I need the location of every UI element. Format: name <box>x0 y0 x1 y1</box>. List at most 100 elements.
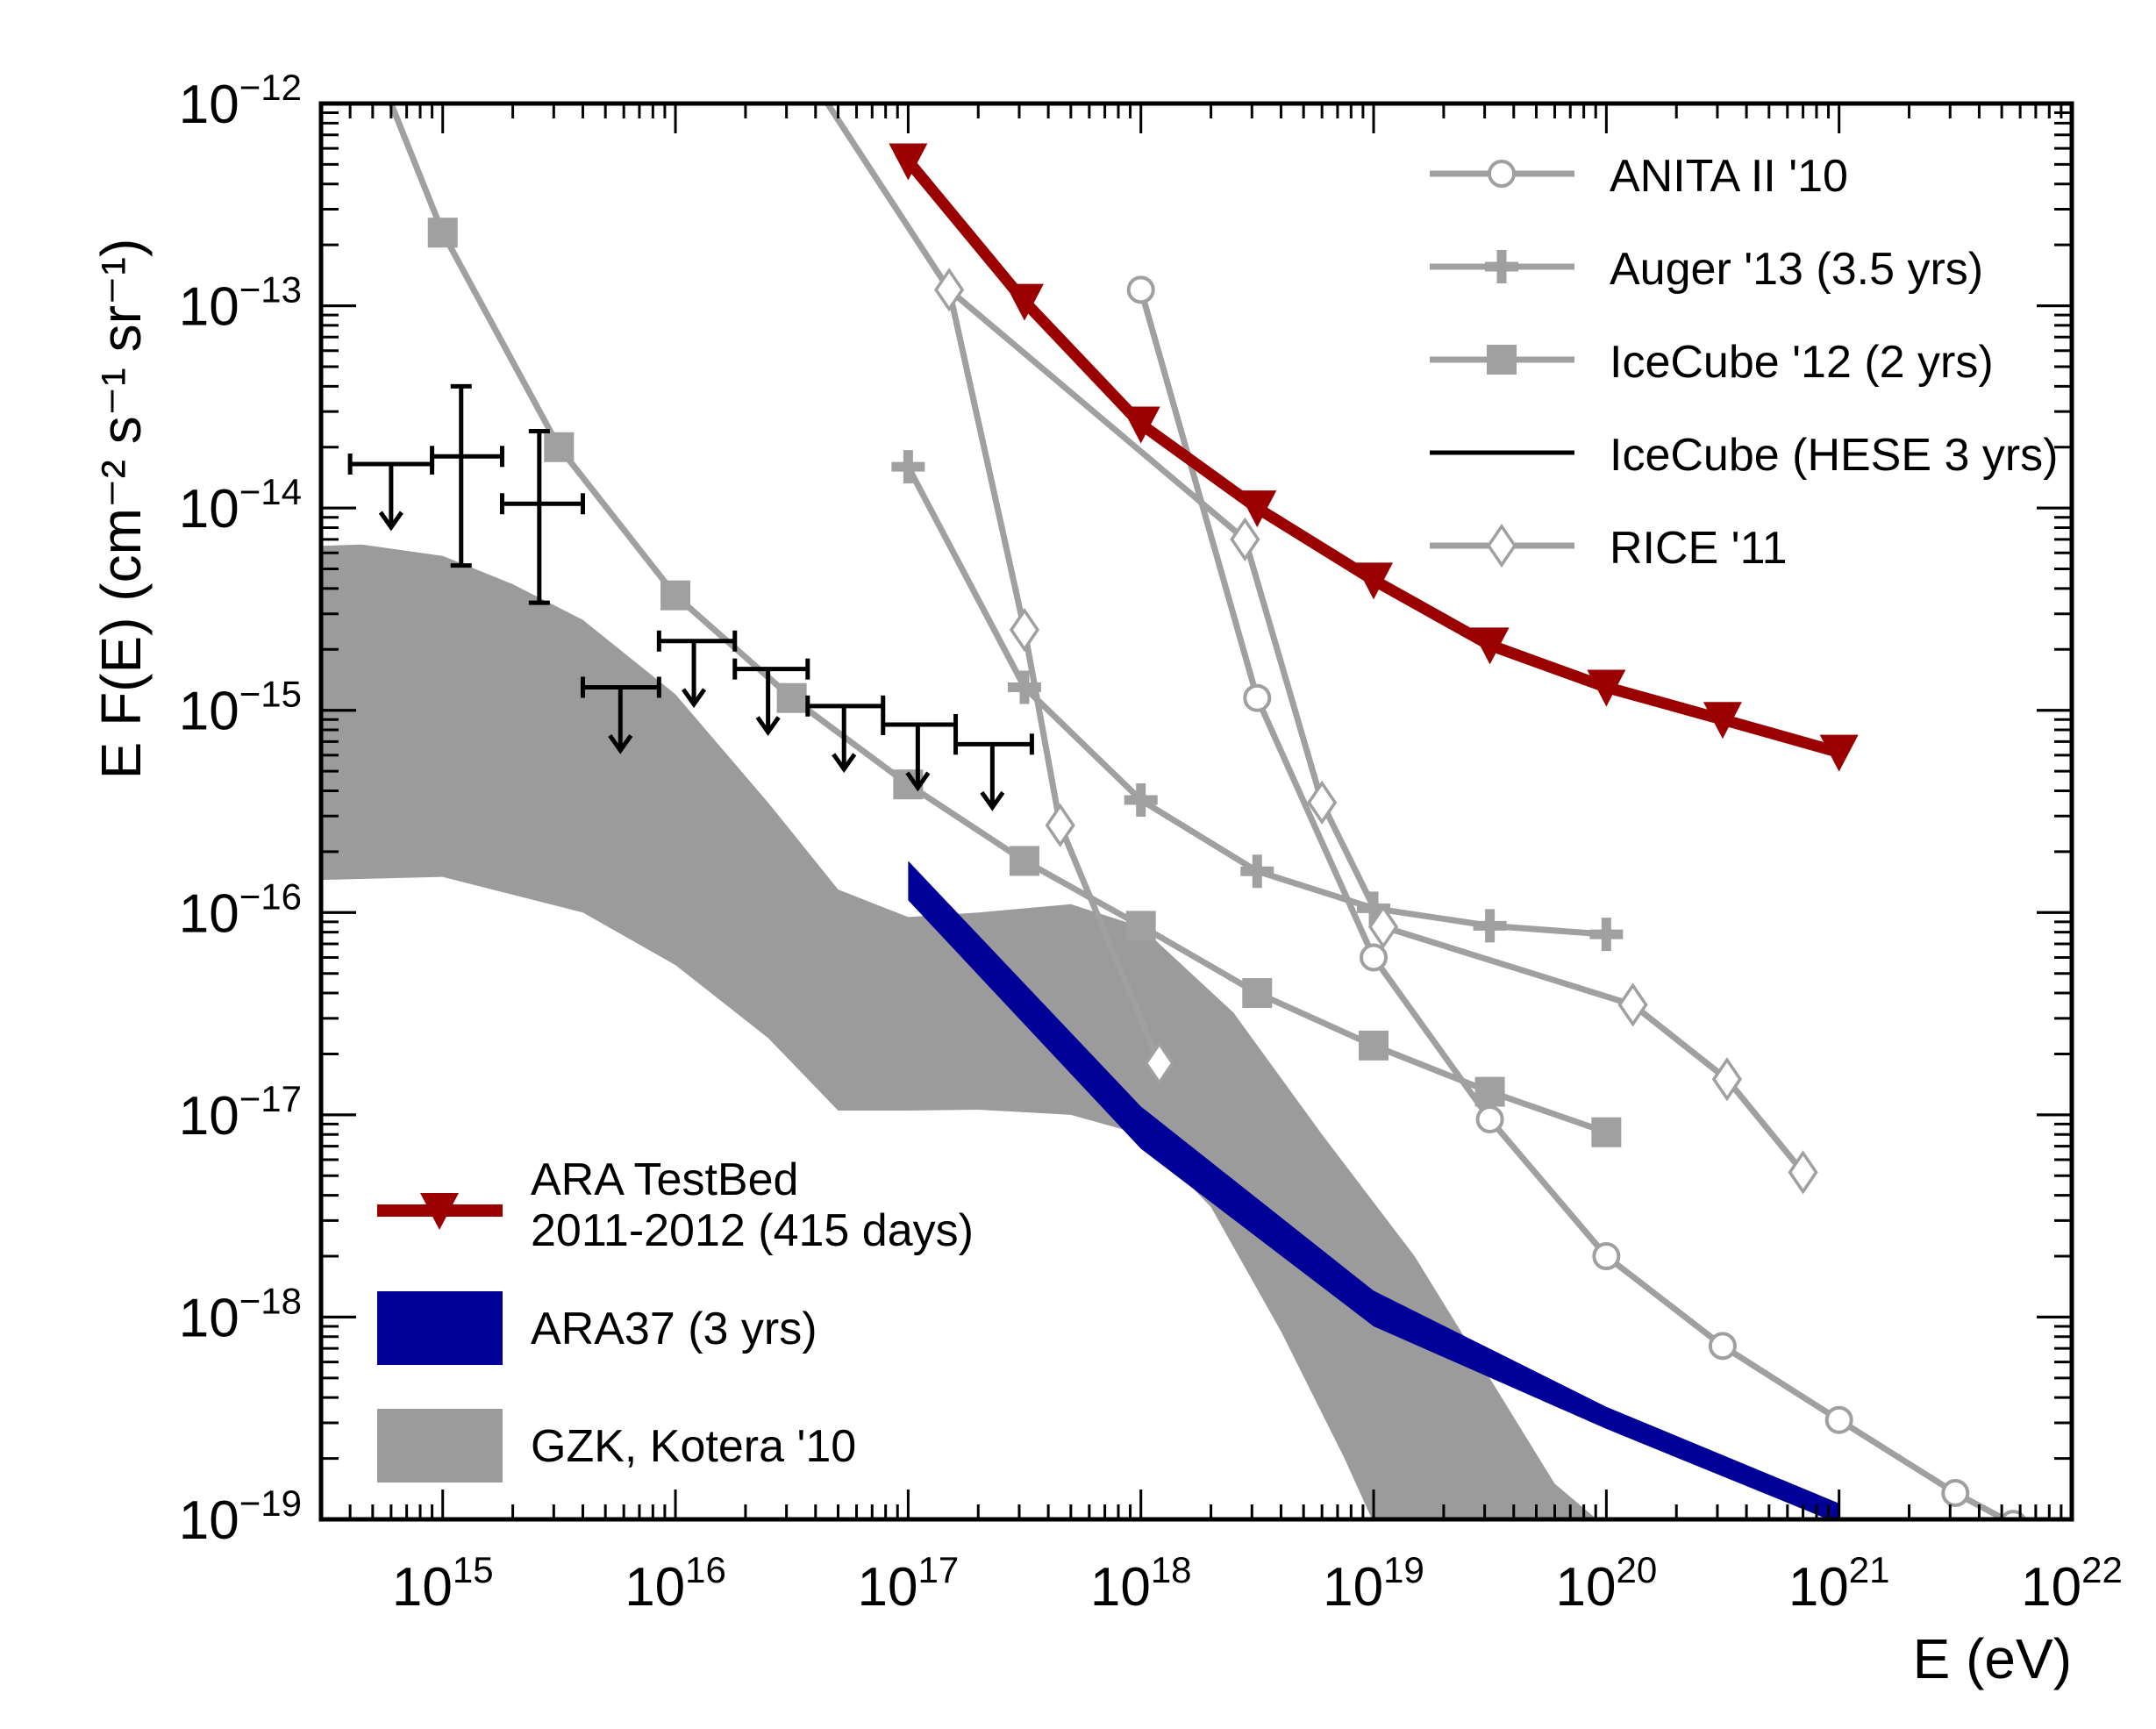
hese-point <box>656 630 738 709</box>
marker-anita-ii-10 <box>1824 1405 1853 1434</box>
legend-swatch-box <box>377 1291 503 1365</box>
marker-icecube-12-2-yrs <box>660 580 691 611</box>
x-tick-label: 1016 <box>625 1549 726 1618</box>
marker-anita-ii-10 <box>1941 1478 1970 1507</box>
marker-icecube-12-2-yrs <box>1009 846 1039 876</box>
hese-limit-arrow <box>905 771 931 792</box>
y-tick-label: 10−18 <box>179 1280 302 1348</box>
marker-auger-13-3-5-yrs <box>891 450 925 484</box>
legend-entry-gzk: GZK, Kotera '10 <box>377 1409 856 1483</box>
marker-icecube-12-2-yrs <box>1359 1030 1389 1061</box>
hese-point <box>805 695 886 774</box>
marker-rice-11 <box>1788 1150 1818 1195</box>
y-tick-label: 10−12 <box>179 67 302 135</box>
marker-auger-13-3-5-yrs <box>1240 854 1274 889</box>
legend-swatch-marker <box>420 1193 459 1230</box>
marker-rice-11 <box>1307 780 1338 825</box>
marker-ara-testbed-2011-2012-415-days <box>1354 562 1394 600</box>
marker-icecube-12-2-yrs <box>1474 1076 1505 1107</box>
marker-icecube-12-2-yrs <box>1125 911 1156 941</box>
marker-rice-11 <box>1045 803 1075 847</box>
x-tick-label: 1021 <box>1788 1549 1890 1618</box>
marker-icecube-12-2-yrs <box>544 432 575 462</box>
legend-entry-icecube-hese-3-yrs: IceCube (HESE 3 yrs) <box>1430 430 2059 481</box>
band-gzk-kotera-10 <box>321 544 1597 1519</box>
legend-bottom-left: ARA TestBed 2011-2012 (415 days) ARA37 (3 … <box>377 1154 974 1483</box>
x-tick-label: 1015 <box>392 1549 494 1618</box>
hese-limit-arrow <box>755 716 781 736</box>
y-axis-label: E F(E) (cm⁻² s⁻¹ sr⁻¹) <box>89 239 153 780</box>
marker-rice-11 <box>1009 607 1040 653</box>
marker-icecube-12-2-yrs <box>1242 978 1273 1009</box>
y-tick-label: 10−13 <box>179 269 302 338</box>
x-tick-label: 1022 <box>2021 1549 2123 1618</box>
marker-rice-11 <box>1617 982 1648 1027</box>
hese-point <box>499 428 585 605</box>
marker-auger-13-3-5-yrs <box>1124 783 1158 818</box>
marker-auger-13-3-5-yrs <box>1473 909 1507 943</box>
y-tick-labels: 10−19 10−18 10−17 10−16 10−15 10−14 10−13 10−12 <box>179 67 302 1551</box>
legend-swatch-marker <box>1485 250 1518 283</box>
marker-ara-testbed-2011-2012-415-days <box>1819 734 1859 772</box>
y-tick-label: 10−14 <box>179 471 302 539</box>
legend-label: Auger '13 (3.5 yrs) <box>1610 244 1983 295</box>
marker-anita-ii-10 <box>1475 1104 1504 1133</box>
x-tick-label: 1018 <box>1090 1549 1192 1618</box>
hese-point <box>580 676 661 754</box>
hese-limit-arrow <box>378 511 403 532</box>
hese-limit-arrow <box>608 734 633 754</box>
marker-rice-11 <box>933 268 965 312</box>
marker-ara-testbed-2011-2012-415-days <box>1004 283 1044 321</box>
hese-point <box>430 383 504 568</box>
legend-swatch-marker <box>1487 345 1517 375</box>
marker-anita-ii-10 <box>1708 1332 1737 1361</box>
hese-limit-arrow <box>980 790 1005 811</box>
marker-anita-ii-10 <box>1360 943 1389 972</box>
hese-point <box>953 733 1034 811</box>
marker-anita-ii-10 <box>1592 1242 1621 1271</box>
marker-auger-13-3-5-yrs <box>1589 918 1624 952</box>
line-icecube-12-2-yrs <box>388 104 1610 1136</box>
x-tick-label: 1020 <box>1556 1549 1658 1618</box>
marker-anita-ii-10 <box>2000 1510 2027 1519</box>
legend-label: IceCube '12 (2 yrs) <box>1610 337 1994 388</box>
legend-top-right: ANITA II '10 Auger '13 (3.5 yrs) IceCube '… <box>1430 151 2059 574</box>
hese-limit-arrow <box>832 753 857 774</box>
bands-layer <box>321 544 1597 1519</box>
marker-auger-13-3-5-yrs <box>1007 670 1041 704</box>
hese-point <box>732 658 810 736</box>
axis-ticks <box>319 102 2074 1521</box>
legend-entry-anita-ii-10: ANITA II '10 <box>1430 151 1848 202</box>
marker-ara-testbed-2011-2012-415-days <box>1703 702 1742 739</box>
y-tick-label: 10−19 <box>179 1483 302 1551</box>
hese-point <box>347 453 435 532</box>
y-tick-label: 10−15 <box>179 674 302 742</box>
marker-rice-11 <box>1367 904 1399 949</box>
x-tick-label: 1019 <box>1323 1549 1424 1618</box>
marker-anita-ii-10 <box>1243 683 1272 712</box>
legend-label: GZK, Kotera '10 <box>531 1421 856 1472</box>
x-tick-label: 1017 <box>858 1549 960 1618</box>
x-axis-label: E (eV) <box>1913 1627 2072 1690</box>
hese-errorbars-layer <box>347 383 1034 811</box>
marker-ara-testbed-2011-2012-415-days <box>1238 490 1277 528</box>
marker-icecube-12-2-yrs <box>427 218 458 248</box>
legend-swatch-box <box>377 1409 503 1483</box>
legend-entry-rice-11: RICE '11 <box>1430 523 1788 574</box>
hese-limit-arrow <box>682 688 707 709</box>
plot-frame <box>318 101 2074 1522</box>
marker-ara-testbed-2011-2012-415-days <box>1470 627 1510 665</box>
marker-rice-11 <box>1230 517 1260 561</box>
legend-label: ARA TestBed 2011-2012 (415 days) <box>531 1154 974 1256</box>
legend-label: RICE '11 <box>1610 523 1788 574</box>
legend-entry-ara-testbed: ARA TestBed 2011-2012 (415 days) <box>377 1154 974 1256</box>
marker-ara-testbed-2011-2012-415-days <box>1587 669 1626 707</box>
x-tick-labels: 1015 1016 1017 1018 1019 1020 1021 1022 <box>392 1549 2123 1618</box>
marker-ara-testbed-2011-2012-415-days <box>1121 406 1160 444</box>
legend-label: ANITA II '10 <box>1610 151 1848 202</box>
legend-label: IceCube (HESE 3 yrs) <box>1610 430 2059 481</box>
y-tick-label: 10−16 <box>179 875 302 944</box>
marker-rice-11 <box>1144 1040 1174 1086</box>
legend-entry-auger-13-3-5-yrs: Auger '13 (3.5 yrs) <box>1430 244 1983 295</box>
